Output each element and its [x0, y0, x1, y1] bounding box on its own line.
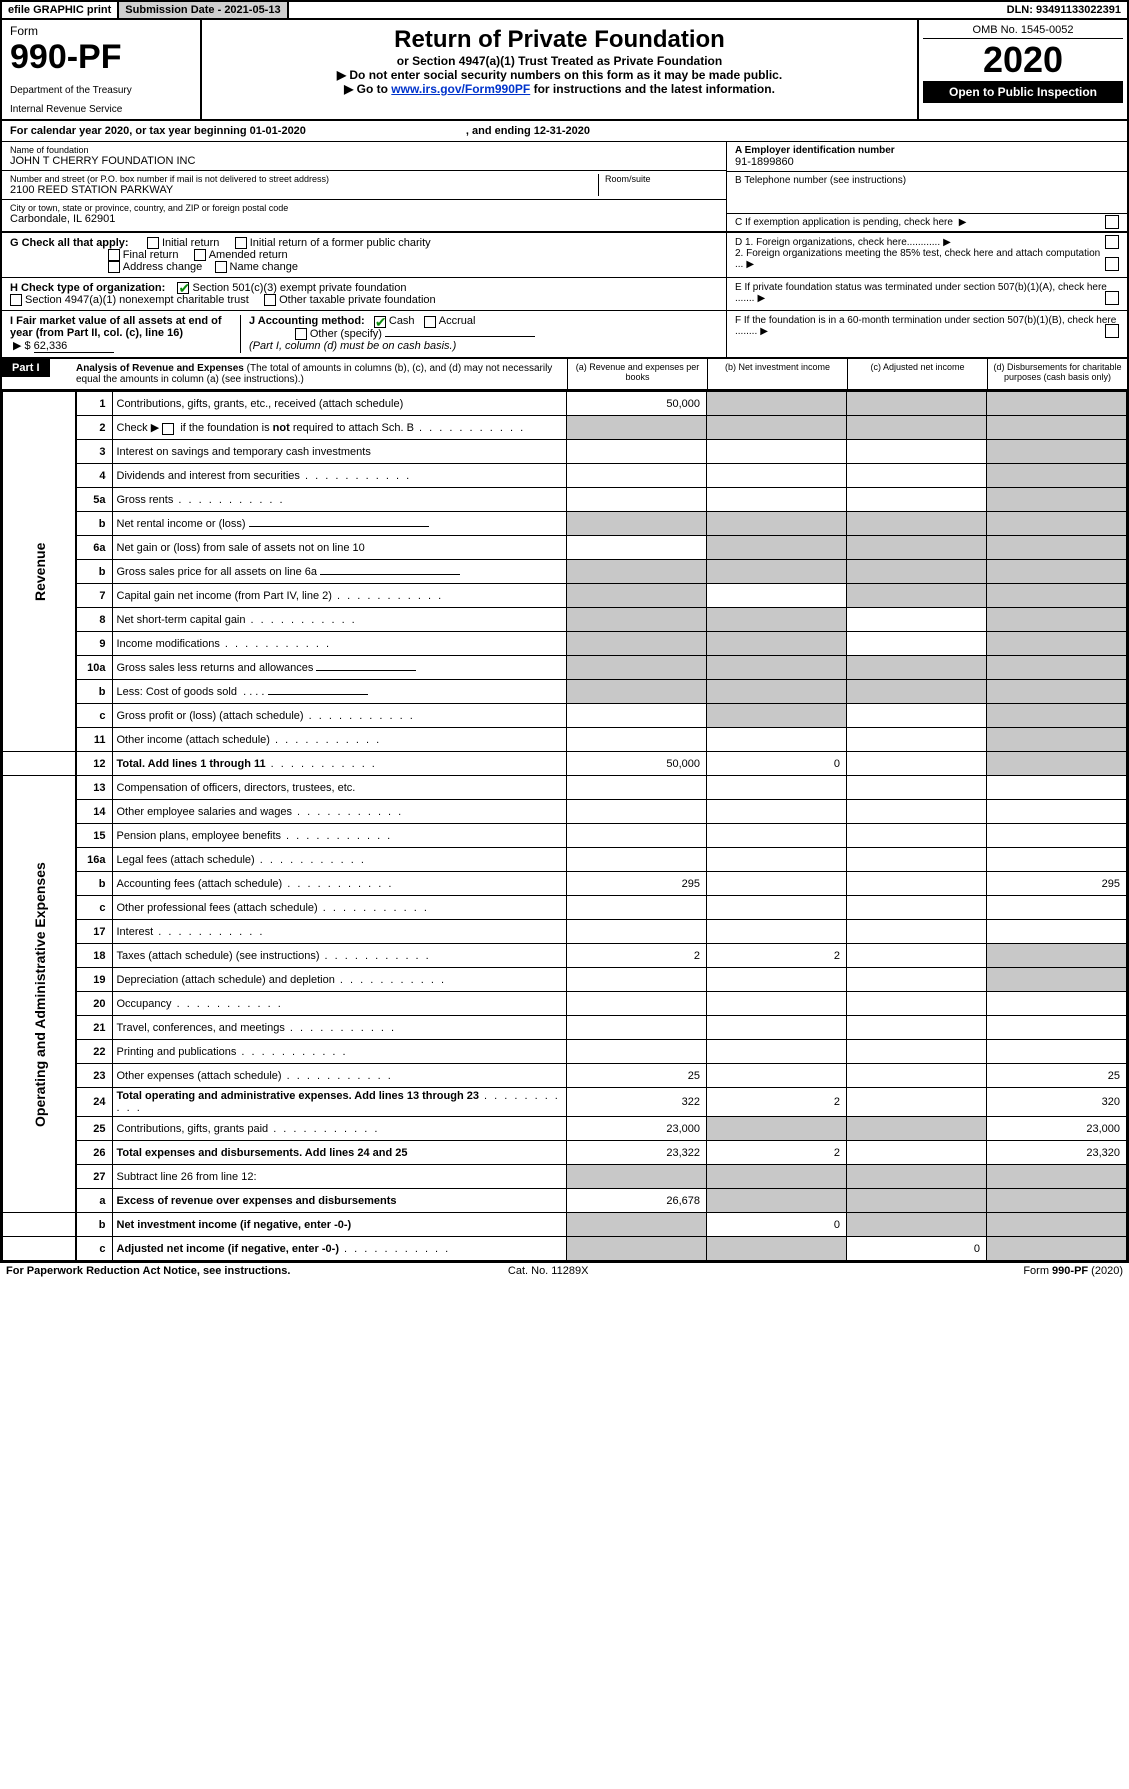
j-note: (Part I, column (d) must be on cash basi…	[249, 340, 456, 352]
col-a-header: (a) Revenue and expenses per books	[567, 359, 707, 389]
submission-date: Submission Date - 2021-05-13	[119, 2, 288, 18]
j-label: J Accounting method:	[249, 315, 365, 327]
schb-cb[interactable]	[162, 423, 174, 435]
room-label: Room/suite	[605, 174, 718, 184]
part1-header: Part I Analysis of Revenue and Expenses …	[2, 357, 1127, 391]
f-checkbox[interactable]	[1105, 324, 1119, 338]
form-subtitle: or Section 4947(a)(1) Trust Treated as P…	[208, 54, 911, 68]
g-check-row: G Check all that apply: Initial return I…	[2, 233, 1127, 278]
initial-former-cb[interactable]	[235, 237, 247, 249]
revenue-label: Revenue	[3, 392, 77, 752]
foundation-name: JOHN T CHERRY FOUNDATION INC	[10, 155, 718, 167]
ij-row: I Fair market value of all assets at end…	[2, 311, 1127, 357]
cat-no: Cat. No. 11289X	[508, 1265, 589, 1277]
part1-title: Analysis of Revenue and Expenses	[76, 363, 244, 374]
form-number: 990-PF	[10, 38, 192, 77]
form-label: Form	[10, 24, 192, 38]
efile-label: efile GRAPHIC print	[2, 2, 119, 18]
initial-return-cb[interactable]	[147, 237, 159, 249]
col-d-header: (d) Disbursements for charitable purpose…	[987, 359, 1127, 389]
ein-value: 91-1899860	[735, 156, 1119, 168]
h-check-row: H Check type of organization: Section 50…	[2, 278, 1127, 311]
e-label: E If private foundation status was termi…	[735, 282, 1107, 304]
open-to-public: Open to Public Inspection	[923, 81, 1123, 103]
omb: OMB No. 1545-0052	[923, 24, 1123, 39]
irs: Internal Revenue Service	[10, 104, 192, 115]
other-method-cb[interactable]	[295, 328, 307, 340]
form-footer: Form 990-PF (2020)	[1023, 1265, 1123, 1277]
4947-cb[interactable]	[10, 294, 22, 306]
col-c-header: (c) Adjusted net income	[847, 359, 987, 389]
expenses-label: Operating and Administrative Expenses	[3, 776, 77, 1213]
part1-label: Part I	[2, 359, 50, 377]
address-change-cb[interactable]	[108, 261, 120, 273]
c-checkbox[interactable]	[1105, 215, 1119, 229]
city-label: City or town, state or province, country…	[10, 203, 718, 213]
d1-label: D 1. Foreign organizations, check here..…	[735, 237, 940, 248]
street-address: 2100 REED STATION PARKWAY	[10, 184, 598, 196]
part1-table: Revenue 1Contributions, gifts, grants, e…	[2, 391, 1127, 1261]
501c3-cb[interactable]	[177, 282, 189, 294]
d2-checkbox[interactable]	[1105, 257, 1119, 271]
phone-label: B Telephone number (see instructions)	[735, 175, 1119, 186]
c-pending-label: C If exemption application is pending, c…	[735, 217, 953, 228]
form-title: Return of Private Foundation	[208, 26, 911, 54]
dln: DLN: 93491133022391	[1001, 2, 1127, 18]
g-label: G Check all that apply:	[10, 237, 129, 249]
ein-label: A Employer identification number	[735, 145, 1119, 156]
name-label: Name of foundation	[10, 145, 718, 155]
final-return-cb[interactable]	[108, 249, 120, 261]
city-state-zip: Carbondale, IL 62901	[10, 213, 718, 225]
arrow-icon	[956, 217, 970, 228]
tax-year: 2020	[923, 39, 1123, 81]
topbar: efile GRAPHIC print Submission Date - 20…	[2, 2, 1127, 20]
amended-return-cb[interactable]	[194, 249, 206, 261]
accrual-cb[interactable]	[424, 316, 436, 328]
other-taxable-cb[interactable]	[264, 294, 276, 306]
form-wrapper: efile GRAPHIC print Submission Date - 20…	[0, 0, 1129, 1263]
i-fmv-value: 62,336	[34, 340, 114, 353]
calendar-year-row: For calendar year 2020, or tax year begi…	[2, 121, 1127, 142]
name-change-cb[interactable]	[215, 261, 227, 273]
dept: Department of the Treasury	[10, 85, 192, 96]
f-label: F If the foundation is in a 60-month ter…	[735, 315, 1116, 337]
addr-label: Number and street (or P.O. box number if…	[10, 174, 598, 184]
d1-checkbox[interactable]	[1105, 235, 1119, 249]
e-checkbox[interactable]	[1105, 291, 1119, 305]
col-b-header: (b) Net investment income	[707, 359, 847, 389]
i-label: I Fair market value of all assets at end…	[10, 315, 222, 339]
header-row: Form 990-PF Department of the Treasury I…	[2, 20, 1127, 121]
d2-label: 2. Foreign organizations meeting the 85%…	[735, 248, 1100, 270]
entity-block: Name of foundation JOHN T CHERRY FOUNDAT…	[2, 142, 1127, 233]
note-ssn: Do not enter social security numbers on …	[208, 68, 911, 82]
note-goto: Go to www.irs.gov/Form990PF for instruct…	[208, 82, 911, 96]
footer: For Paperwork Reduction Act Notice, see …	[0, 1263, 1129, 1279]
paperwork-notice: For Paperwork Reduction Act Notice, see …	[6, 1265, 290, 1277]
cash-cb[interactable]	[374, 316, 386, 328]
h-label: H Check type of organization:	[10, 282, 165, 294]
form990pf-link[interactable]: www.irs.gov/Form990PF	[391, 82, 530, 96]
